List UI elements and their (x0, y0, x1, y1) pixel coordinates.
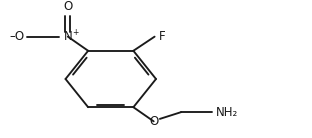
Text: NH₂: NH₂ (217, 106, 239, 119)
Text: O: O (63, 0, 72, 13)
Text: –O: –O (9, 30, 24, 43)
Text: O: O (149, 115, 158, 128)
Text: F: F (158, 30, 165, 43)
Text: N: N (63, 30, 72, 43)
Text: +: + (72, 28, 79, 37)
